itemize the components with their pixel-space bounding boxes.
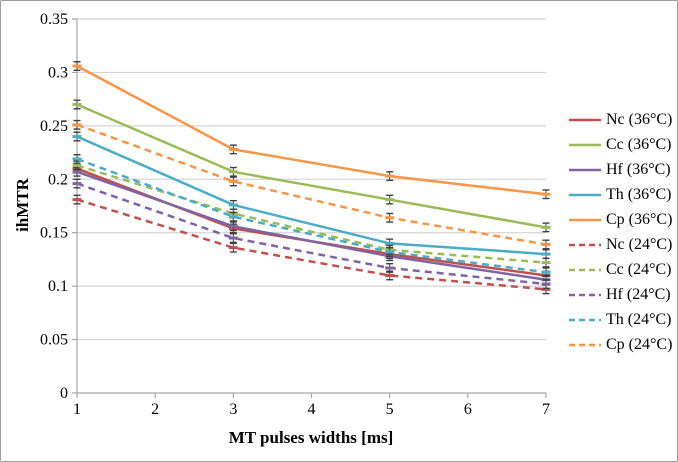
series-th-24-c- xyxy=(72,154,551,278)
y-tick-label: 0.3 xyxy=(48,64,68,81)
data-marker xyxy=(72,182,82,186)
series-line xyxy=(76,170,547,281)
data-marker xyxy=(72,123,82,127)
data-marker xyxy=(541,287,551,291)
series-cp-24-c- xyxy=(72,119,551,250)
data-marker xyxy=(228,236,238,240)
legend-item: Th (36°C) xyxy=(568,182,676,207)
data-marker xyxy=(228,147,238,151)
legend-swatch-line xyxy=(569,168,601,171)
legend-item: Hf (36°C) xyxy=(568,157,676,182)
series-line xyxy=(76,182,547,286)
y-tick-label: 0.15 xyxy=(40,225,68,242)
data-marker xyxy=(541,270,551,274)
data-marker xyxy=(385,241,395,245)
data-marker xyxy=(72,198,82,202)
legend-swatch-line xyxy=(569,268,601,271)
legend-item-label: Cp (36°C) xyxy=(606,210,673,228)
data-marker xyxy=(72,102,82,106)
legend-item: Cp (36°C) xyxy=(568,207,676,232)
legend-swatch-line xyxy=(569,193,601,196)
data-marker xyxy=(72,157,82,161)
legend-item-label: Nc (24°C) xyxy=(606,235,673,253)
legend-item-label: Th (36°C) xyxy=(606,185,672,203)
legend-swatch-line xyxy=(569,318,601,321)
series-cc-36-c- xyxy=(72,99,551,233)
legend-item: Th (24°C) xyxy=(568,307,676,332)
data-marker xyxy=(228,215,238,219)
data-marker xyxy=(228,224,238,228)
y-tick-label: 0.1 xyxy=(48,278,68,295)
data-marker xyxy=(541,282,551,286)
legend-swatch-line xyxy=(569,118,601,121)
data-marker xyxy=(228,246,238,250)
y-axis-title: ihMTR xyxy=(13,178,32,232)
series-line xyxy=(76,198,547,291)
x-tick-label: 4 xyxy=(308,401,316,418)
y-tick-label: 0.05 xyxy=(40,332,68,349)
series-cc-24-c- xyxy=(72,160,551,268)
series-line xyxy=(76,123,547,246)
data-marker xyxy=(72,163,82,167)
legend-swatch-line xyxy=(569,293,601,296)
series-cp-36-c- xyxy=(72,61,551,200)
legend-item-label: Th (24°C) xyxy=(606,310,672,328)
data-marker xyxy=(541,242,551,246)
y-tick-label: 0 xyxy=(60,385,68,402)
series-hf-24-c- xyxy=(72,178,551,289)
data-marker xyxy=(385,250,395,254)
legend-item: Cc (36°C) xyxy=(568,132,676,157)
legend-item: Cc (24°C) xyxy=(568,257,676,282)
series-line xyxy=(76,135,547,256)
data-marker xyxy=(541,252,551,256)
legend-swatch-line xyxy=(569,343,601,346)
data-marker xyxy=(385,266,395,270)
data-marker xyxy=(72,64,82,68)
legend-item: Cp (24°C) xyxy=(568,332,676,357)
legend-item-label: Hf (36°C) xyxy=(606,160,671,178)
legend-item: Nc (36°C) xyxy=(568,107,676,132)
y-tick-label: 0.25 xyxy=(40,118,68,135)
data-marker xyxy=(541,192,551,196)
legend: Nc (36°C) Cc (36°C) Hf (36°C) Th (36°C) Cp (… xyxy=(568,107,676,357)
series-line xyxy=(76,157,547,274)
legend-item-label: Cc (36°C) xyxy=(606,135,672,153)
data-marker xyxy=(385,174,395,178)
x-axis-title: MT pulses widths [ms] xyxy=(228,428,394,447)
x-tick-label: 6 xyxy=(464,401,472,418)
x-tick-label: 1 xyxy=(73,401,81,418)
series-nc-24-c- xyxy=(72,194,551,295)
legend-swatch-line xyxy=(569,218,601,221)
series-line xyxy=(76,64,547,196)
x-tick-label: 7 xyxy=(542,401,550,418)
legend-item: Nc (24°C) xyxy=(568,232,676,257)
legend-swatch-line xyxy=(569,243,601,246)
series-line xyxy=(76,103,547,229)
x-tick-label: 3 xyxy=(229,401,237,418)
legend-item-label: Cc (24°C) xyxy=(606,260,672,278)
legend-item-label: Cp (24°C) xyxy=(606,335,673,353)
data-marker xyxy=(72,135,82,139)
series-line xyxy=(76,164,547,264)
x-tick-label: 2 xyxy=(151,401,159,418)
legend-item-label: Nc (36°C) xyxy=(606,110,673,128)
data-marker xyxy=(228,203,238,207)
y-tick-label: 0.2 xyxy=(48,171,68,188)
data-marker xyxy=(385,273,395,277)
data-marker xyxy=(228,179,238,183)
x-tick-label: 5 xyxy=(386,401,394,418)
legend-swatch-line xyxy=(569,143,601,146)
legend-item: Hf (24°C) xyxy=(568,282,676,307)
y-tick-label: 0.35 xyxy=(40,11,68,28)
data-marker xyxy=(541,261,551,265)
data-marker xyxy=(385,198,395,202)
legend-item-label: Hf (24°C) xyxy=(606,285,671,303)
data-marker xyxy=(228,170,238,174)
data-marker xyxy=(72,170,82,174)
data-marker xyxy=(541,225,551,229)
data-marker xyxy=(385,216,395,220)
